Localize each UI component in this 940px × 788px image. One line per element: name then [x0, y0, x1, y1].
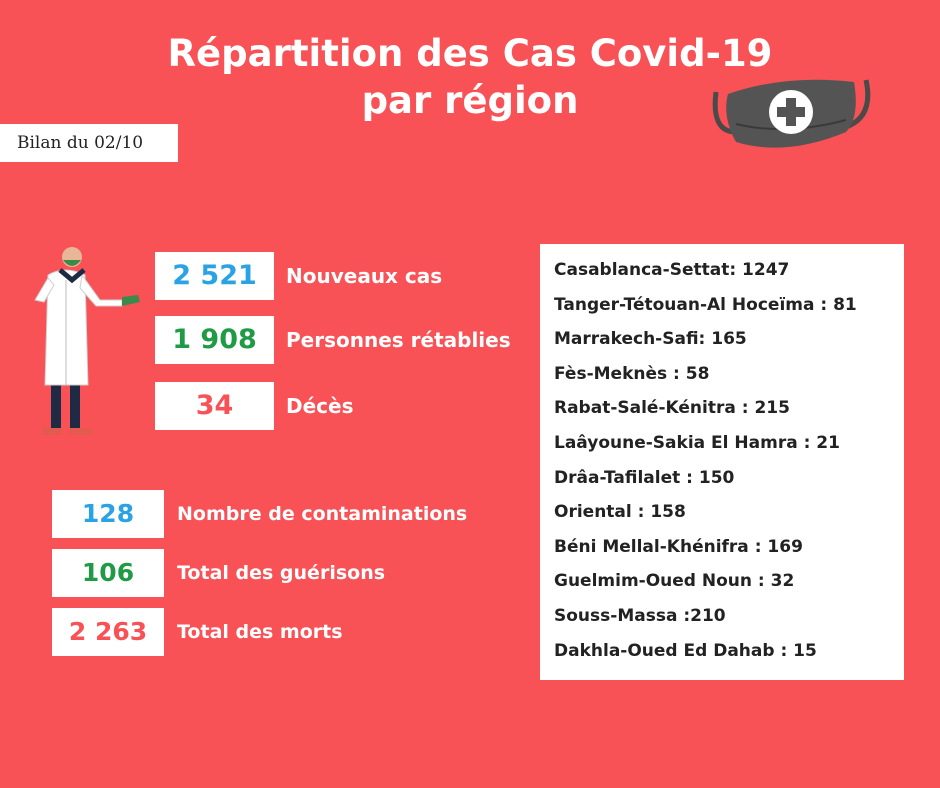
region-row: Souss-Massa :210	[554, 605, 726, 626]
label-recovered: Personnes rétablies	[286, 328, 511, 352]
stat-box-new-cases: 2 521	[155, 252, 274, 300]
label-total-recoveries: Total des guérisons	[177, 562, 386, 584]
label-new-cases: Nouveaux cas	[286, 264, 443, 288]
region-row: Tanger-Tétouan-Al Hoceïma : 81	[554, 294, 857, 315]
region-row: Fès-Meknès : 58	[554, 363, 710, 384]
regions-panel: Casablanca-Settat: 1247 Tanger-Tétouan-A…	[540, 244, 904, 680]
page-title: Répartition des Cas Covid-19 par région	[0, 30, 940, 124]
title-line-2: par région	[361, 79, 579, 122]
region-row: Marrakech-Safi: 165	[554, 329, 747, 350]
region-row: Dakhla-Oued Ed Dahab : 15	[554, 640, 817, 661]
total-box-recoveries: 106 044	[52, 549, 164, 635]
region-row: Béni Mellal-Khénifra : 169	[554, 536, 803, 557]
region-row: Oriental : 158	[554, 502, 686, 523]
bilan-date-label: Bilan du 02/10	[0, 124, 178, 162]
medical-mask-icon	[712, 79, 871, 148]
label-total-deaths: Total des morts	[177, 621, 343, 643]
total-box-deaths: 2 263	[52, 608, 164, 656]
region-row: Rabat-Salé-Kénitra : 215	[554, 398, 790, 419]
stat-box-recovered: 1 908	[155, 316, 274, 364]
region-row: Guelmim-Oued Noun : 32	[554, 571, 795, 592]
region-row: Casablanca-Settat: 1247	[554, 260, 790, 280]
region-row: Drâa-Tafilalet : 150	[554, 467, 735, 488]
title-line-1: Répartition des Cas Covid-19	[167, 32, 773, 75]
label-total-contaminations: Nombre de contaminations	[177, 503, 468, 525]
doctor-illustration	[34, 247, 140, 435]
stat-box-deaths: 34	[155, 382, 274, 430]
region-row: Laâyoune-Sakia El Hamra : 21	[554, 432, 840, 453]
total-box-contaminations: 128 565	[52, 490, 164, 576]
label-deaths: Décès	[286, 394, 354, 418]
